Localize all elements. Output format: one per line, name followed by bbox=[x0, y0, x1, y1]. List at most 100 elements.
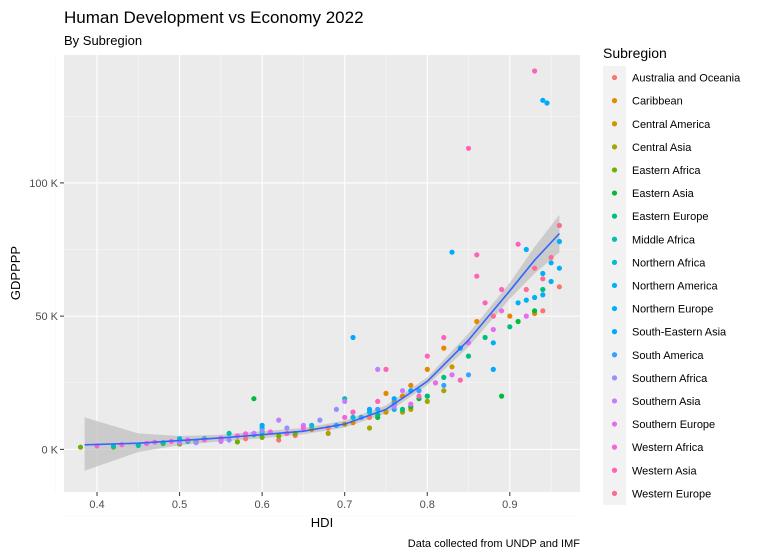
legend-label: Northern America bbox=[632, 280, 718, 292]
data-point bbox=[490, 340, 496, 346]
data-point bbox=[259, 434, 265, 440]
data-point bbox=[556, 238, 563, 245]
legend-label: Eastern Asia bbox=[632, 188, 695, 200]
data-point bbox=[441, 374, 447, 380]
data-point bbox=[350, 409, 356, 415]
data-point bbox=[432, 380, 439, 386]
x-axis-title: HDI bbox=[311, 515, 333, 530]
legend-key bbox=[611, 236, 618, 242]
data-point bbox=[259, 422, 265, 428]
legend-key bbox=[611, 329, 618, 335]
data-point bbox=[259, 428, 265, 434]
data-point bbox=[449, 372, 455, 378]
legend-label: South-Eastern Asia bbox=[632, 327, 727, 339]
legend-label: Eastern Africa bbox=[632, 165, 701, 177]
data-point bbox=[540, 270, 546, 277]
data-point bbox=[465, 372, 472, 378]
legend-key bbox=[611, 490, 618, 496]
data-point bbox=[391, 396, 397, 402]
minor-gridlines bbox=[55, 55, 580, 517]
data-point bbox=[544, 100, 550, 106]
data-point bbox=[408, 382, 414, 388]
x-tick-label: 0.5 bbox=[172, 499, 187, 511]
legend-label: Western Africa bbox=[632, 442, 704, 454]
data-point bbox=[441, 334, 447, 341]
smooth-confidence-band bbox=[84, 214, 560, 471]
data-point bbox=[325, 430, 331, 436]
data-point bbox=[408, 401, 414, 407]
data-point bbox=[540, 97, 546, 103]
data-point bbox=[556, 222, 563, 229]
data-point bbox=[284, 425, 290, 431]
data-point bbox=[441, 382, 447, 388]
data-point bbox=[482, 300, 488, 306]
legend: Australia and Oceania Caribbean Central Am… bbox=[603, 66, 741, 505]
data-point bbox=[465, 353, 472, 359]
data-point bbox=[399, 406, 406, 412]
trend-line bbox=[84, 232, 560, 446]
x-tick-label: 0.8 bbox=[420, 499, 435, 511]
data-point bbox=[342, 414, 348, 420]
chart-subtitle: By Subregion bbox=[64, 33, 142, 48]
x-axis-ticks: 0.4 0.5 0.6 0.7 0.8 0.9 bbox=[89, 492, 517, 511]
data-point bbox=[540, 292, 546, 298]
x-tick-label: 0.9 bbox=[502, 499, 517, 511]
data-point bbox=[309, 422, 315, 428]
data-point bbox=[499, 308, 505, 314]
data-point bbox=[243, 436, 249, 442]
data-point bbox=[499, 286, 505, 293]
legend-label: Southern Asia bbox=[632, 396, 701, 408]
y-tick-label: 50 K bbox=[35, 311, 58, 323]
data-point bbox=[424, 393, 430, 399]
data-point bbox=[424, 353, 430, 359]
data-point bbox=[540, 308, 546, 314]
data-point bbox=[515, 300, 521, 306]
y-axis-ticks: 0 K 50 K 100 K bbox=[29, 178, 64, 456]
data-point bbox=[226, 430, 232, 436]
legend-key bbox=[611, 375, 618, 381]
data-point bbox=[523, 246, 529, 253]
data-point bbox=[251, 396, 257, 402]
data-point bbox=[375, 398, 381, 404]
legend-label: Central America bbox=[632, 119, 711, 131]
legend-label: Southern Europe bbox=[632, 419, 715, 431]
legend-key bbox=[611, 467, 618, 473]
data-point bbox=[482, 334, 488, 341]
data-point bbox=[110, 443, 117, 449]
data-point bbox=[276, 417, 282, 423]
legend-label: Southern Africa bbox=[632, 373, 708, 385]
data-point bbox=[457, 377, 463, 383]
data-point bbox=[540, 276, 546, 282]
data-point bbox=[532, 308, 538, 314]
data-point bbox=[226, 437, 232, 443]
data-point bbox=[523, 313, 529, 319]
smooth-trend-line bbox=[84, 232, 560, 446]
data-point bbox=[540, 286, 546, 293]
legend-key bbox=[611, 421, 618, 427]
data-point bbox=[523, 297, 529, 303]
data-point bbox=[399, 388, 406, 394]
data-point bbox=[276, 437, 282, 443]
legend-label: Northern Africa bbox=[632, 257, 706, 269]
data-point bbox=[490, 326, 496, 333]
data-point bbox=[77, 444, 84, 450]
chart-caption: Data collected from UNDP and IMF bbox=[408, 538, 580, 550]
legend-label: Caribbean bbox=[632, 96, 683, 108]
data-point bbox=[383, 366, 389, 372]
data-point bbox=[342, 398, 348, 404]
legend-key bbox=[611, 121, 618, 127]
legend-title: Subregion bbox=[603, 45, 667, 61]
legend-key bbox=[611, 98, 618, 104]
legend-label: Western Asia bbox=[632, 465, 697, 477]
confidence-band bbox=[84, 214, 560, 471]
data-point bbox=[317, 417, 323, 423]
data-point bbox=[532, 294, 538, 301]
data-point bbox=[350, 334, 356, 341]
data-point bbox=[490, 366, 496, 372]
x-tick-label: 0.4 bbox=[89, 499, 104, 511]
data-point bbox=[515, 318, 521, 325]
data-point bbox=[465, 145, 472, 151]
data-point bbox=[424, 398, 430, 404]
data-point bbox=[474, 318, 480, 325]
data-point bbox=[474, 273, 480, 279]
